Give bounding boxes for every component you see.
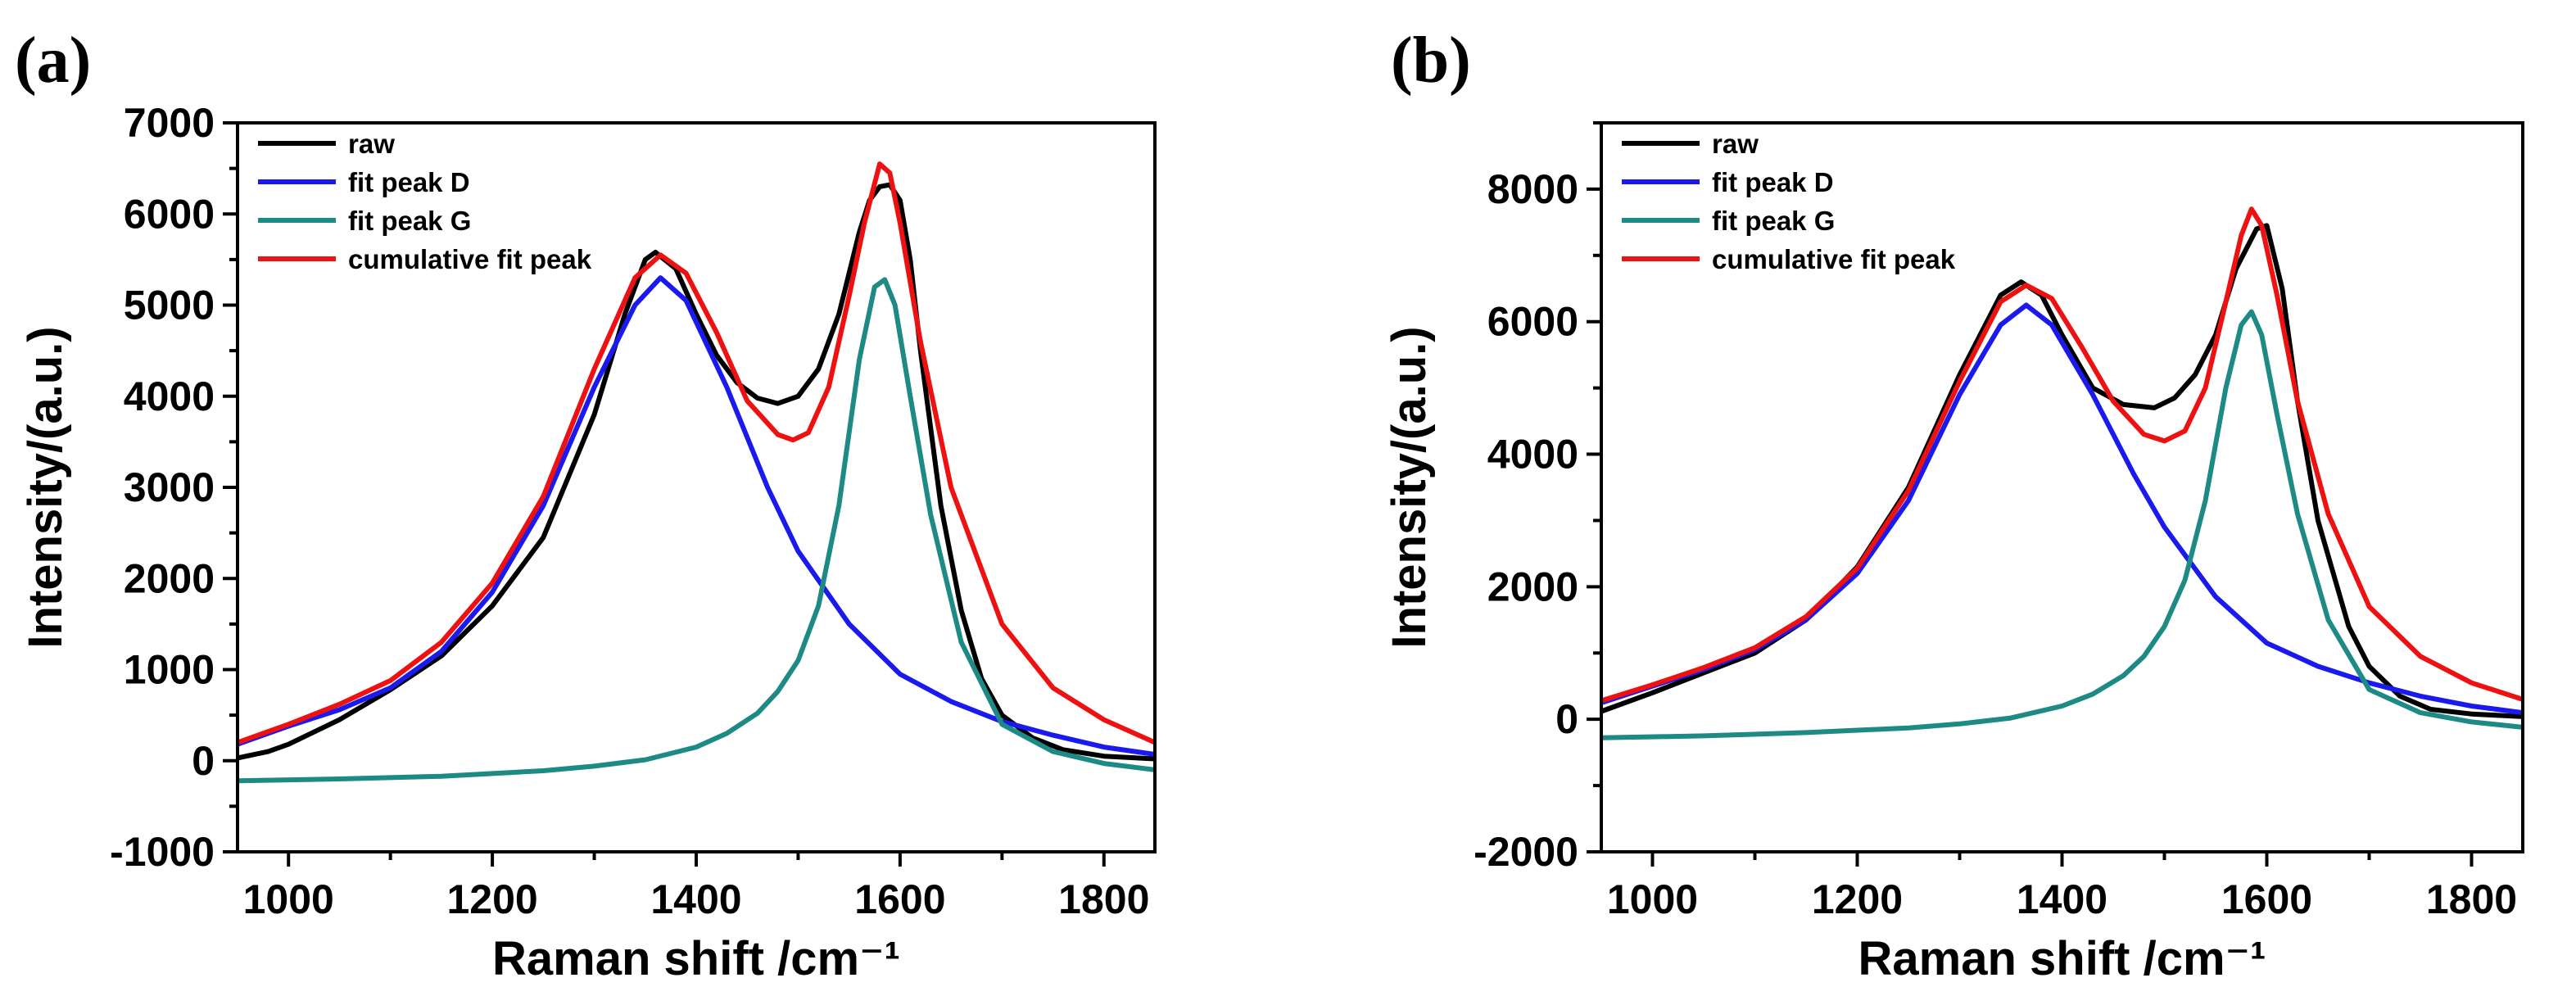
panel-b-y-tick-label: 4000	[1487, 432, 1578, 478]
panel-a-series-raw	[238, 182, 1155, 762]
panel-b-legend-label-fit-peak-g: fit peak G	[1712, 206, 1835, 236]
panel-b-y-tick-label: 2000	[1487, 564, 1578, 609]
chart-panel-a: (a) 1000 1200 1400 1600 1800 -1000 0 1000 2000 300…	[15, 25, 1157, 985]
panel-b-y-axis-title: Intensity/(a.u.)	[1383, 326, 1436, 648]
panel-a-y-tick-label: 0	[192, 738, 215, 784]
panel-b-series-fit-peak-g	[1601, 309, 2523, 740]
panel-a-x-tick-label: 1800	[1058, 876, 1149, 922]
panel-a-y-tick-label: 2000	[124, 555, 215, 601]
panel-a-label: (a)	[15, 25, 91, 97]
panel-a-y-tick-label: 5000	[124, 283, 215, 328]
panel-a-series-fit-peak-g	[238, 277, 1155, 784]
panel-a-y-axis-title: Intensity/(a.u.)	[19, 326, 72, 648]
panel-b-x-tick-label: 1800	[2426, 876, 2517, 922]
panel-b-x-tick-label: 1600	[2221, 876, 2312, 922]
panel-a-x-tick-label: 1200	[446, 876, 537, 922]
panel-b-x-axis-title: Raman shift /cm⁻¹	[1858, 932, 2266, 985]
panel-a-x-axis-title: Raman shift /cm⁻¹	[492, 932, 900, 985]
panel-a-legend-label-fit-peak-d: fit peak D	[348, 167, 470, 197]
panel-b-series-raw	[1601, 223, 2523, 719]
panel-b-legend-label-raw: raw	[1712, 129, 1759, 159]
panel-b-x-tick-label: 1400	[2017, 876, 2107, 922]
panel-a-legend-label-raw: raw	[348, 129, 395, 159]
panel-b-y-tick-label: 0	[1555, 696, 1578, 742]
panel-a-y-tick-label: 3000	[124, 464, 215, 510]
panel-b-x-tick-label: 1000	[1607, 876, 1698, 922]
panel-a-x-tick-label: 1600	[854, 876, 945, 922]
panel-a-y-tick-label: 6000	[124, 191, 215, 237]
panel-a-legend-label-cumulative-fit-peak: cumulative fit peak	[348, 244, 592, 274]
panel-b-x-tick-label: 1200	[1812, 876, 1903, 922]
panel-a-y-tick-label: 7000	[124, 100, 215, 146]
panel-a-legend-label-fit-peak-g: fit peak G	[348, 206, 471, 236]
chart-panel-b: (b) 1000 1200 1400 1600 1800 -2000 0 2000 4000 600…	[1383, 25, 2524, 985]
panel-b-label: (b)	[1391, 25, 1471, 97]
panel-b-legend-label-cumulative-fit-peak: cumulative fit peak	[1712, 244, 1956, 274]
panel-a-x-tick-label: 1400	[650, 876, 741, 922]
panel-b-y-tick-label: 8000	[1487, 166, 1578, 212]
panel-a-x-tick-label: 1000	[243, 876, 334, 922]
panel-b-y-tick-label: -2000	[1474, 829, 1578, 875]
panel-b-series-cumulative-fit-peak	[1601, 206, 2523, 704]
panel-a-series-fit-peak-d	[238, 275, 1155, 757]
panel-a-y-tick-label: 4000	[124, 373, 215, 419]
panel-b-legend-label-fit-peak-d: fit peak D	[1712, 167, 1834, 197]
panel-a-series-cumulative-fit-peak	[238, 161, 1155, 745]
panel-a-y-tick-label: -1000	[110, 829, 215, 875]
panel-b-y-tick-label: 6000	[1487, 299, 1578, 345]
panel-a-y-tick-label: 1000	[124, 647, 215, 693]
